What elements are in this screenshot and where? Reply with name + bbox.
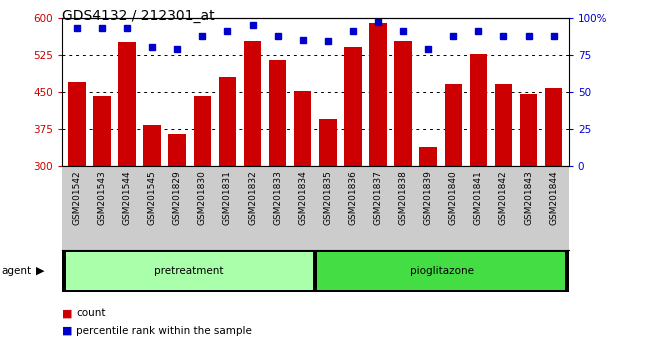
- Bar: [369, 23, 387, 166]
- FancyBboxPatch shape: [62, 250, 569, 292]
- Text: GSM201844: GSM201844: [549, 171, 558, 225]
- Text: GSM201843: GSM201843: [524, 171, 533, 225]
- Bar: [317, 252, 565, 290]
- Bar: [495, 84, 512, 166]
- Text: pioglitazone: pioglitazone: [410, 266, 474, 276]
- Bar: [344, 47, 361, 166]
- Text: GSM201836: GSM201836: [348, 171, 358, 225]
- Text: count: count: [76, 308, 105, 318]
- Text: GSM201542: GSM201542: [72, 171, 81, 225]
- Text: pretreatment: pretreatment: [154, 266, 223, 276]
- Text: GDS4132 / 212301_at: GDS4132 / 212301_at: [62, 9, 214, 23]
- Bar: [194, 96, 211, 166]
- Text: GSM201840: GSM201840: [448, 171, 458, 225]
- Text: ■: ■: [62, 308, 72, 318]
- Text: percentile rank within the sample: percentile rank within the sample: [76, 326, 252, 336]
- Text: GSM201829: GSM201829: [173, 171, 182, 225]
- Bar: [520, 93, 538, 166]
- Text: GSM201830: GSM201830: [198, 171, 207, 225]
- Text: GSM201838: GSM201838: [398, 171, 408, 225]
- Text: GSM201832: GSM201832: [248, 171, 257, 225]
- Text: GSM201834: GSM201834: [298, 171, 307, 225]
- Bar: [395, 41, 412, 166]
- Text: GSM201543: GSM201543: [98, 171, 107, 225]
- Bar: [545, 88, 562, 166]
- Bar: [244, 41, 261, 166]
- Bar: [118, 42, 136, 166]
- Bar: [445, 84, 462, 166]
- Text: GSM201833: GSM201833: [273, 171, 282, 225]
- Text: ▶: ▶: [36, 266, 44, 276]
- Bar: [68, 82, 86, 166]
- Text: GSM201837: GSM201837: [374, 171, 382, 225]
- Text: GSM201839: GSM201839: [424, 171, 433, 225]
- Text: ■: ■: [62, 326, 72, 336]
- Bar: [143, 125, 161, 166]
- Text: GSM201544: GSM201544: [122, 171, 131, 225]
- Bar: [218, 77, 236, 166]
- Text: GSM201545: GSM201545: [148, 171, 157, 225]
- Bar: [294, 91, 311, 166]
- Bar: [319, 119, 337, 166]
- Text: GSM201835: GSM201835: [323, 171, 332, 225]
- Bar: [168, 134, 186, 166]
- Bar: [469, 54, 488, 166]
- Bar: [93, 96, 110, 166]
- Bar: [419, 147, 437, 166]
- Text: GSM201841: GSM201841: [474, 171, 483, 225]
- Text: GSM201842: GSM201842: [499, 171, 508, 225]
- Bar: [66, 252, 313, 290]
- Text: GSM201831: GSM201831: [223, 171, 232, 225]
- Bar: [269, 60, 287, 166]
- Text: agent: agent: [1, 266, 31, 276]
